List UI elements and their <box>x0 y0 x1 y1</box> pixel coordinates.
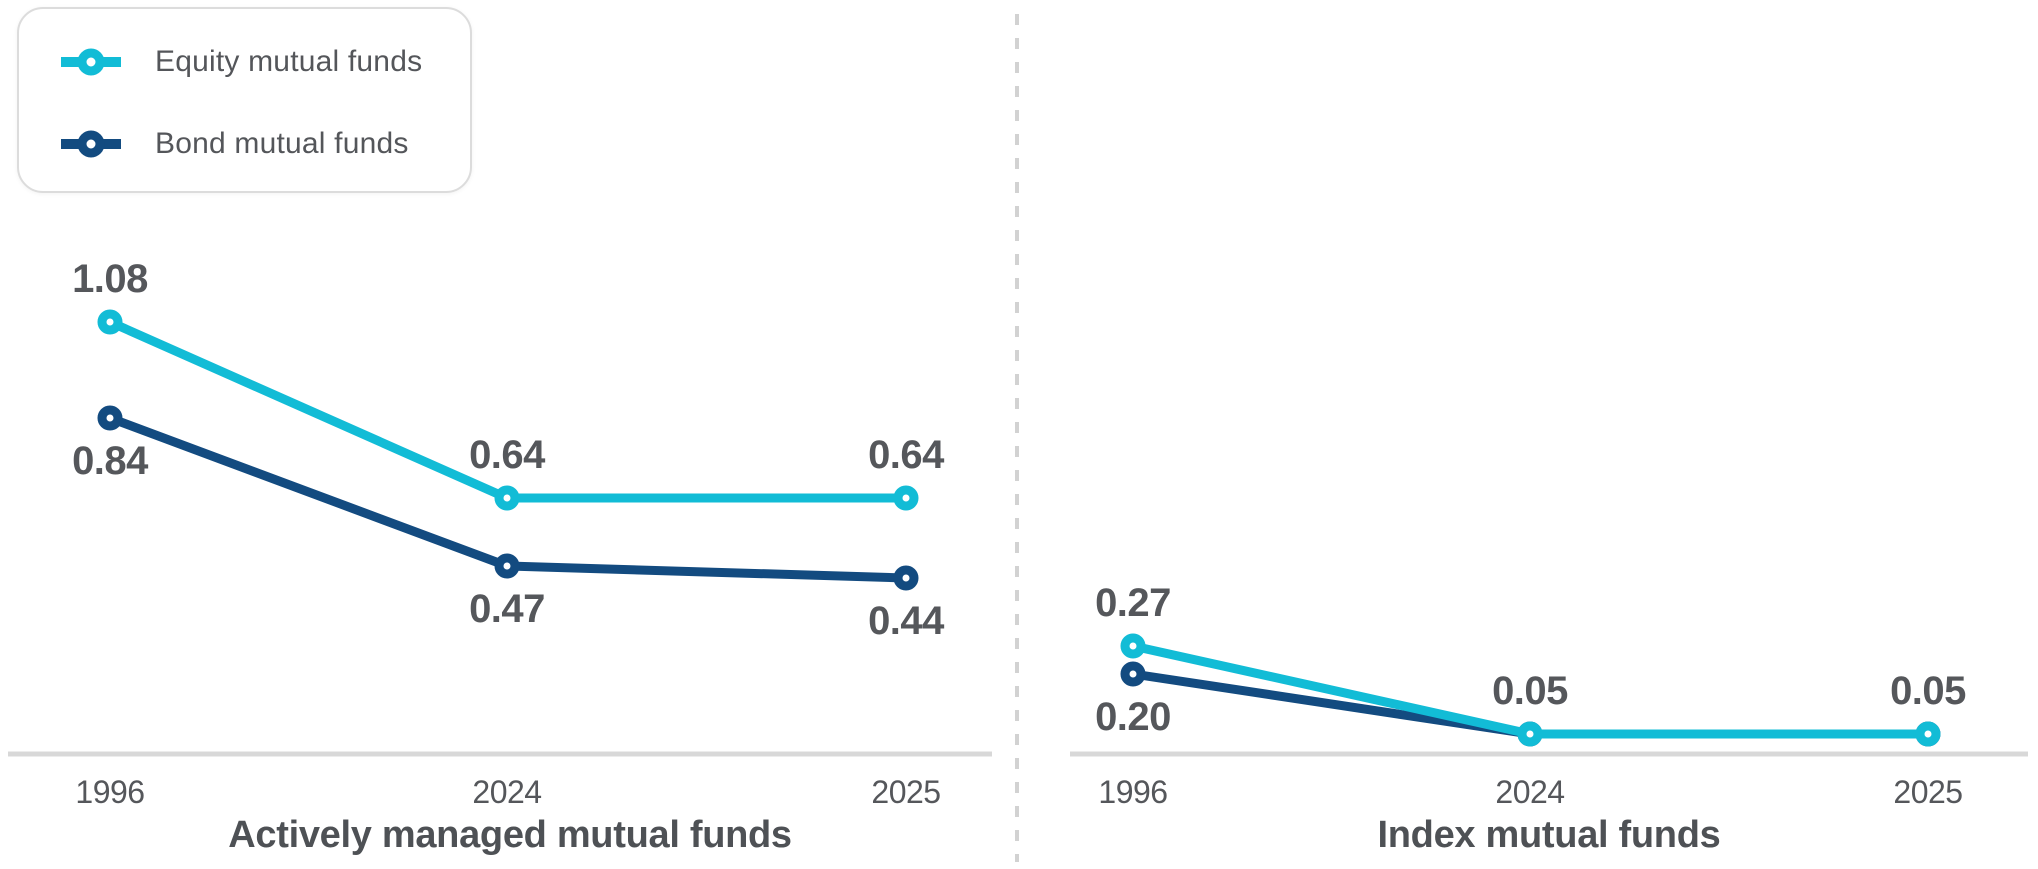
data-label-equity-mutual-funds-2025: 0.64 <box>868 433 945 477</box>
legend-label-bond: Bond mutual funds <box>155 127 409 160</box>
marker-bond-mutual-funds-1996 <box>97 405 123 431</box>
x-tick-index-mutual-funds-1996: 1996 <box>1098 774 1167 810</box>
data-label-equity-mutual-funds-2024: 0.64 <box>469 433 546 477</box>
legend-item-equity-mutual-funds: Equity mutual funds <box>59 43 470 81</box>
bond-line-marker-icon <box>61 130 121 158</box>
data-label-bond-mutual-funds-1996: 0.20 <box>1095 695 1171 739</box>
data-label-bond-mutual-funds-2025: 0.44 <box>868 599 945 643</box>
x-tick-actively-managed-mutual-funds-1996: 1996 <box>75 774 144 810</box>
marker-bond-mutual-funds-1996 <box>1120 661 1146 687</box>
marker-equity-mutual-funds-2024 <box>1517 721 1543 747</box>
marker-equity-mutual-funds-2024 <box>494 485 520 511</box>
data-label-equity-mutual-funds-1996: 1.08 <box>72 257 148 301</box>
panel-title-actively-managed-mutual-funds: Actively managed mutual funds <box>228 814 792 856</box>
data-label-bond-mutual-funds-1996: 0.84 <box>72 439 149 483</box>
legend-item-bond-mutual-funds: Bond mutual funds <box>59 125 470 163</box>
data-label-bond-mutual-funds-2024: 0.47 <box>469 587 545 631</box>
x-tick-index-mutual-funds-2024: 2024 <box>1495 774 1564 810</box>
marker-equity-mutual-funds-1996 <box>97 309 123 335</box>
marker-equity-mutual-funds-2025 <box>1915 721 1941 747</box>
equity-line-marker-icon <box>61 48 121 76</box>
marker-equity-mutual-funds-2025 <box>893 485 919 511</box>
marker-bond-mutual-funds-2025 <box>893 565 919 591</box>
data-label-equity-mutual-funds-2024: 0.05 <box>1492 669 1568 713</box>
panel-title-index-mutual-funds: Index mutual funds <box>1378 814 1721 856</box>
legend: Equity mutual funds Bond mutual funds <box>17 7 472 193</box>
marker-bond-mutual-funds-2024 <box>494 553 520 579</box>
data-label-equity-mutual-funds-1996: 0.27 <box>1095 581 1171 625</box>
x-tick-actively-managed-mutual-funds-2025: 2025 <box>871 774 940 810</box>
x-tick-index-mutual-funds-2025: 2025 <box>1893 774 1962 810</box>
data-label-equity-mutual-funds-2025: 0.05 <box>1890 669 1966 713</box>
legend-label-equity: Equity mutual funds <box>155 45 423 78</box>
x-tick-actively-managed-mutual-funds-2024: 2024 <box>472 774 541 810</box>
marker-equity-mutual-funds-1996 <box>1120 633 1146 659</box>
